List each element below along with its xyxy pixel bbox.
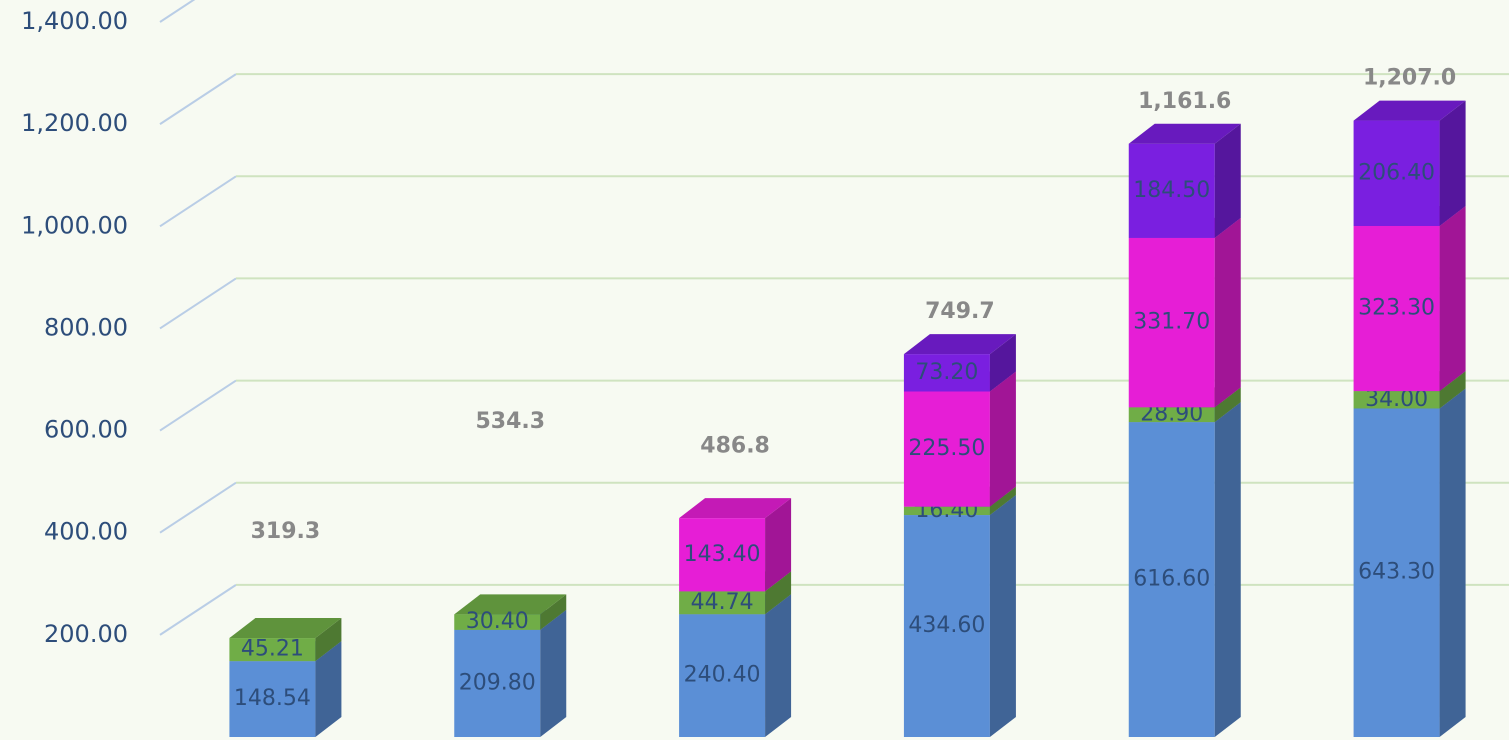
data-label: 225.50 [908, 436, 985, 461]
data-label: 30.40 [466, 609, 529, 634]
data-label: 45.21 [241, 637, 304, 662]
y-tick-label: 200.00 [44, 620, 128, 648]
bar-top [229, 618, 342, 639]
bar-segment [454, 614, 541, 630]
bar-side [315, 641, 342, 737]
bar-side [989, 371, 1016, 507]
bar-top [454, 594, 567, 615]
bar-segment [454, 629, 541, 737]
data-label: 209.80 [459, 670, 536, 695]
bar-segment [1353, 225, 1440, 392]
bar-side [765, 498, 792, 592]
bar-side [989, 495, 1016, 737]
data-label: 184.50 [1133, 178, 1210, 203]
bar-segment [679, 591, 766, 615]
bar-side [1439, 205, 1466, 392]
data-label: 643.30 [1358, 560, 1435, 585]
bar-side [1214, 387, 1241, 423]
data-label: 148.54 [234, 686, 311, 711]
y-tick-label: 400.00 [44, 518, 128, 546]
bar-segment [1353, 408, 1440, 737]
total-label: 749.7 [925, 299, 995, 324]
bar-side [765, 594, 792, 737]
grid-line [159, 584, 237, 636]
bar-side [540, 594, 567, 630]
bar-segment [229, 661, 316, 737]
bar-side [989, 486, 1016, 516]
bar-segment [1128, 407, 1215, 423]
data-label: 143.40 [684, 542, 761, 567]
y-tick-label: 1,400.00 [21, 7, 128, 35]
grid-line [159, 73, 237, 125]
bar-segment [679, 614, 766, 737]
data-label: 616.60 [1133, 567, 1210, 592]
data-label: 206.40 [1358, 160, 1435, 185]
total-label: 1,161.6 [1138, 89, 1231, 114]
y-tick-label: 1,000.00 [21, 211, 128, 239]
bar-segment [903, 506, 990, 516]
total-label: 534.3 [475, 409, 545, 434]
bar-side [1439, 100, 1466, 226]
bar-side [1214, 402, 1241, 737]
bar-top [903, 334, 1016, 355]
bar-side [1439, 388, 1466, 737]
y-tick-label: 800.00 [44, 313, 128, 341]
bar-side [315, 618, 342, 662]
grid-line [159, 277, 237, 330]
total-label: 1,207.0 [1363, 66, 1456, 91]
grid-line [159, 0, 196, 23]
total-label: 486.8 [700, 433, 770, 458]
bar-segment [1128, 422, 1215, 737]
bar-segment [1128, 237, 1215, 408]
bar-side [1214, 123, 1241, 238]
bar-side [765, 571, 792, 615]
bar-top [1353, 100, 1466, 121]
y-tick-label: 600.00 [44, 416, 128, 444]
grid-line [159, 481, 237, 534]
bar-segment [1353, 391, 1440, 409]
bar-segment [1128, 143, 1215, 238]
bar-top [679, 498, 792, 519]
data-label: 44.74 [691, 590, 754, 615]
y-tick-label: 1,200.00 [21, 109, 128, 137]
grid-line [159, 379, 237, 432]
bar-segment [229, 638, 316, 662]
bar-side [1439, 371, 1466, 409]
bar-side [540, 609, 567, 737]
bar-segment [679, 518, 766, 592]
data-label: 434.60 [908, 613, 985, 638]
bar-segment [903, 515, 990, 737]
bar-side [989, 334, 1016, 392]
bar-segment [903, 391, 990, 507]
bar-segment [903, 354, 990, 392]
total-label: 319.3 [251, 519, 321, 544]
grid-line [159, 175, 237, 228]
bar-top [1128, 123, 1241, 144]
bar-side [1214, 217, 1241, 408]
data-label: 323.30 [1358, 296, 1435, 321]
data-label: 73.20 [915, 360, 978, 385]
bar-segment [1353, 120, 1440, 226]
data-label: 331.70 [1133, 310, 1210, 335]
data-label: 240.40 [684, 663, 761, 688]
